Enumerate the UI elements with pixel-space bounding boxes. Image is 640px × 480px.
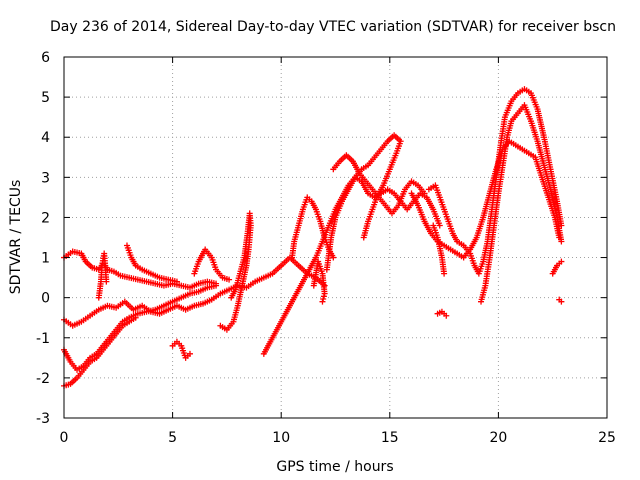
data-point	[226, 276, 233, 283]
data-point	[436, 222, 443, 229]
data-point	[228, 294, 235, 301]
y-tick-label: 5	[41, 90, 50, 106]
series-arc-f	[123, 242, 180, 285]
x-tick-label: 25	[598, 430, 616, 446]
x-tick-label: 15	[381, 430, 399, 446]
data-point	[321, 290, 328, 297]
series-arc-h	[191, 246, 233, 283]
data-point	[320, 296, 327, 303]
data-point	[360, 234, 367, 241]
series-arc-e	[95, 250, 110, 301]
data-point	[443, 312, 450, 319]
x-tick-label: 10	[272, 430, 290, 446]
chart-title: Day 236 of 2014, Sidereal Day-to-day VTE…	[50, 19, 616, 35]
series-arc-t	[549, 258, 565, 277]
series-arc-q	[430, 222, 448, 277]
data-point	[213, 282, 220, 289]
series-arc-u	[556, 296, 565, 305]
series-arc-r	[434, 308, 450, 319]
y-tick-label: 1	[41, 251, 50, 267]
series-arc-n	[330, 152, 428, 217]
data-point	[441, 270, 448, 277]
x-tick-label: 20	[489, 430, 507, 446]
x-axis-label: GPS time / hours	[276, 459, 393, 475]
y-tick-label: -2	[36, 371, 50, 387]
series-arc-d	[61, 314, 139, 389]
y-axis-label: SDTVAR / TECUs	[8, 180, 24, 295]
data-point	[186, 350, 193, 357]
series-arc-s	[478, 102, 565, 305]
y-tick-label: 2	[41, 210, 50, 226]
data-point	[558, 258, 565, 265]
data-point	[421, 190, 428, 197]
axis-ticks: 0 5 10 15 20 25 -3 -2 -1 0 1 2 3 4 5 6	[36, 50, 616, 446]
data-point	[103, 278, 110, 285]
y-tick-label: 3	[41, 170, 50, 186]
data-point	[319, 298, 326, 305]
y-tick-label: -1	[36, 331, 50, 347]
data-point	[558, 238, 565, 245]
y-tick-label: -3	[36, 411, 50, 427]
data-points	[61, 86, 565, 389]
series-arc-i	[217, 210, 254, 333]
plot-frame	[63, 56, 608, 419]
data-point	[558, 298, 565, 305]
data-point	[132, 314, 139, 321]
series-arc-g	[169, 338, 193, 361]
y-tick-label: 6	[41, 50, 50, 66]
y-tick-label: 4	[41, 130, 50, 146]
data-point	[320, 293, 327, 300]
x-tick-label: 5	[168, 430, 177, 446]
x-tick-label: 0	[60, 430, 69, 446]
data-point	[173, 278, 180, 285]
series-arc-l	[310, 258, 328, 305]
y-tick-label: 0	[41, 291, 50, 307]
